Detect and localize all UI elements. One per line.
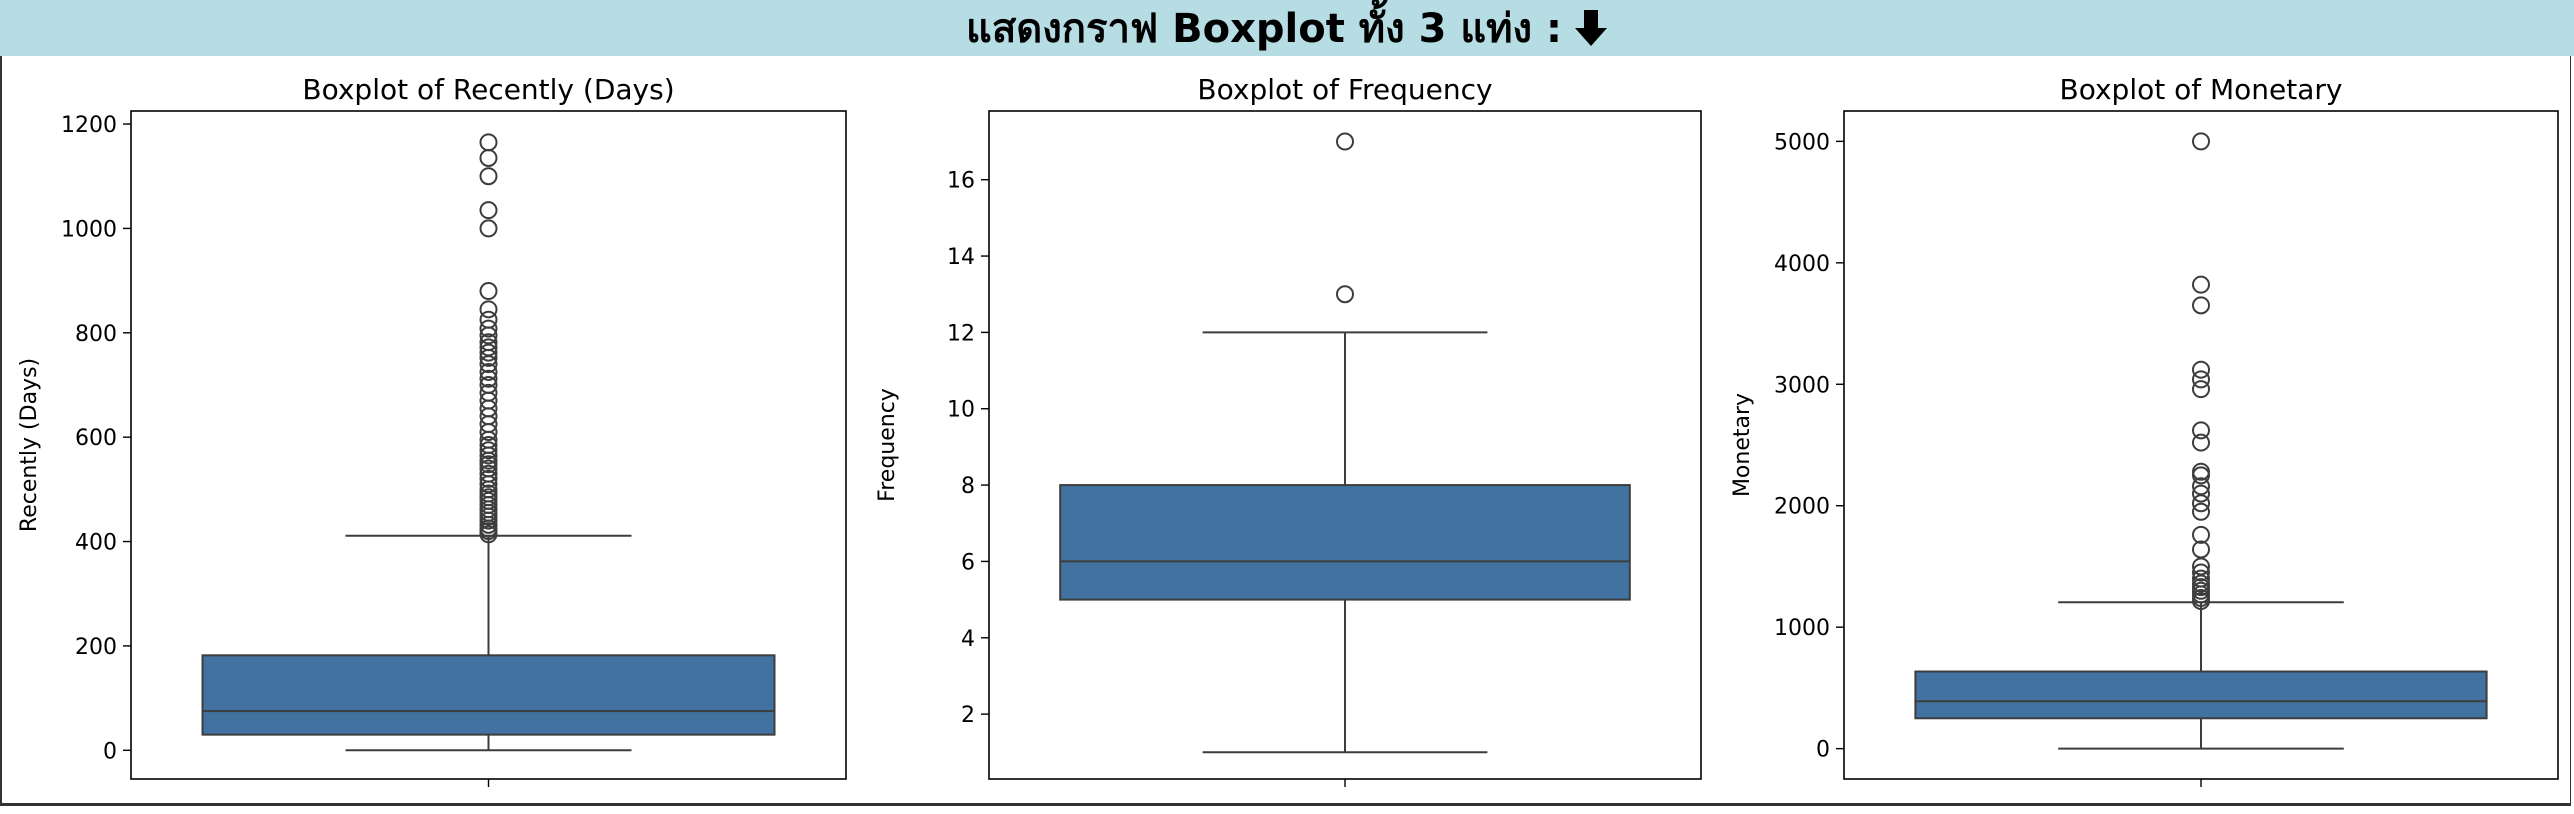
- y-axis-label: Frequency: [875, 388, 900, 502]
- outlier-point: [2192, 421, 2210, 440]
- y-tick-label: 2: [961, 703, 975, 728]
- outlier-point: [479, 464, 498, 483]
- y-tick-label: 800: [75, 322, 117, 347]
- outlier-point: [479, 469, 498, 488]
- boxplots-figure: Boxplot of Recently (Days) Recently (Days…: [17, 73, 2559, 787]
- outlier-point: [2192, 525, 2210, 544]
- outlier-point: [479, 441, 498, 460]
- outlier-point: [2192, 494, 2210, 513]
- y-tick-label: 600: [75, 426, 117, 451]
- chart-panel-2: Boxplot of Frequency Frequency 2 4 6 8 10 12 14 1…: [875, 73, 1702, 787]
- outlier-point: [2192, 540, 2210, 559]
- outlier-point: [2192, 502, 2210, 521]
- y-tick-label: 0: [1816, 738, 1830, 763]
- outlier-point: [2192, 275, 2210, 294]
- outlier-point: [479, 338, 498, 357]
- iqr-box: [1059, 484, 1631, 601]
- outlier-point: [479, 167, 498, 186]
- header-banner: แสดงกราฟ Boxplot ทั้ง 3 แท่ง :: [0, 0, 2574, 56]
- chart-title: Boxplot of Recently (Days): [302, 73, 674, 106]
- page-title: แสดงกราฟ Boxplot ทั้ง 3 แท่ง :: [966, 0, 1608, 60]
- outlier-point: [479, 310, 498, 329]
- outlier-point: [479, 148, 498, 167]
- iqr-box: [1914, 670, 2488, 720]
- y-tick-label: 1000: [61, 217, 117, 242]
- outlier-point: [479, 369, 498, 388]
- outlier-point: [479, 362, 498, 381]
- outlier-point: [479, 383, 498, 402]
- y-tick-label: 10: [947, 398, 975, 423]
- y-tick-label: 400: [75, 531, 117, 556]
- outlier-point: [479, 484, 498, 503]
- y-tick-label: 4: [961, 627, 975, 652]
- outlier-point: [2192, 360, 2210, 379]
- outlier-point: [2192, 433, 2210, 452]
- outlier-point: [479, 375, 498, 394]
- y-tick-label: 2000: [1774, 495, 1830, 520]
- outlier-point: [479, 133, 498, 152]
- outlier-point: [479, 459, 498, 478]
- y-tick-label: 6: [961, 550, 975, 575]
- iqr-box: [201, 654, 776, 736]
- outlier-point: [2192, 462, 2210, 481]
- y-axis-label: Monetary: [1730, 393, 1755, 497]
- charts-area: Boxplot of Recently (Days) Recently (Days…: [0, 56, 2574, 810]
- outlier-point: [2192, 296, 2210, 315]
- outlier-point: [479, 300, 498, 319]
- y-tick-label: 0: [103, 739, 117, 764]
- outlier-point: [2192, 563, 2210, 582]
- page-title-text: แสดงกราฟ Boxplot ทั้ง 3 แท่ง :: [966, 6, 1562, 52]
- outlier-point: [479, 219, 498, 238]
- outlier-point: [479, 333, 498, 352]
- y-tick-label: 3000: [1774, 373, 1830, 398]
- y-tick-label: 1200: [61, 113, 117, 138]
- chart-title: Boxplot of Monetary: [2060, 73, 2343, 106]
- outlier-point: [2192, 477, 2210, 496]
- outlier-point: [2192, 557, 2210, 576]
- y-tick-label: 1000: [1774, 616, 1830, 641]
- outlier-point: [2192, 132, 2210, 151]
- outlier-point: [2192, 569, 2210, 588]
- outlier-point: [2192, 370, 2210, 389]
- y-tick-label: 12: [947, 321, 975, 346]
- outlier-point: [479, 282, 498, 301]
- outlier-point: [2192, 466, 2210, 485]
- outlier-point: [479, 201, 498, 220]
- outlier-point: [479, 343, 498, 362]
- y-tick-label: 14: [947, 245, 975, 270]
- y-tick-label: 8: [961, 474, 975, 499]
- outlier-point: [2192, 484, 2210, 503]
- y-tick-label: 4000: [1774, 252, 1830, 277]
- down-arrow-icon: [1574, 10, 1607, 46]
- outlier-point: [1336, 285, 1354, 304]
- chart-panel-1: Boxplot of Recently (Days) Recently (Days…: [17, 73, 847, 787]
- outlier-point: [479, 319, 498, 338]
- y-tick-label: 5000: [1774, 130, 1830, 155]
- y-tick-label: 16: [947, 169, 975, 194]
- y-tick-label: 200: [75, 635, 117, 660]
- chart-panel-3: Boxplot of Monetary Monetary 0 1000 2000 3000…: [1730, 73, 2559, 787]
- outlier-point: [1336, 132, 1354, 151]
- outlier-point: [2192, 574, 2210, 593]
- y-axis-label: Recently (Days): [17, 358, 42, 532]
- chart-title: Boxplot of Frequency: [1197, 73, 1492, 106]
- outlier-point: [2192, 380, 2210, 399]
- outlier-point: [479, 436, 498, 454]
